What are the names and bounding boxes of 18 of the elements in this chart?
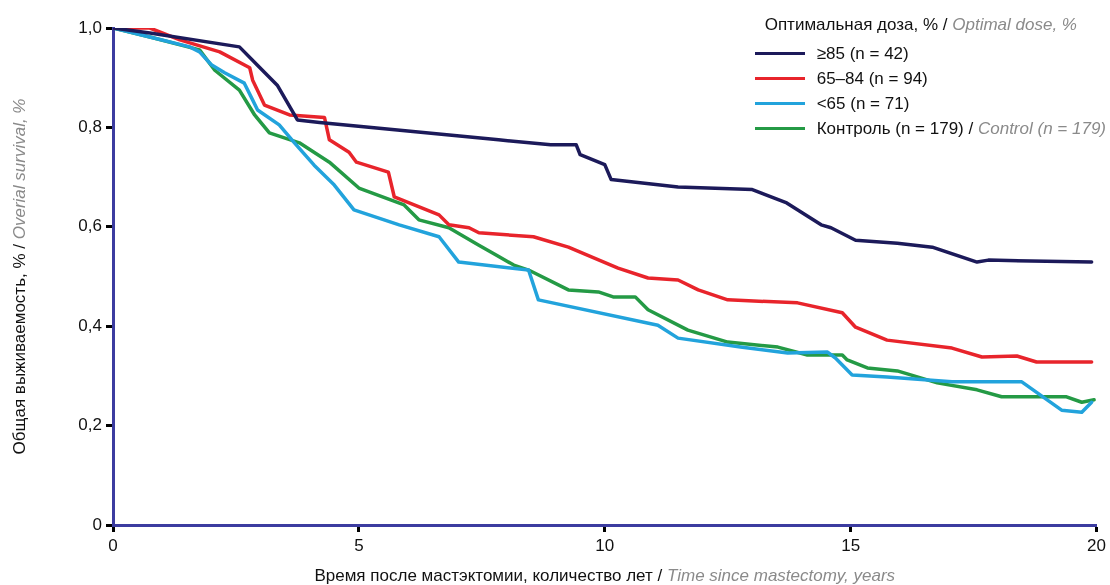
x-tick-label: 20 — [1087, 535, 1107, 555]
y-tick-label: 0,8 — [78, 117, 102, 137]
x-tick-label: 5 — [354, 535, 364, 555]
y-tick-label: 0,4 — [78, 315, 102, 335]
x-axis-title: Время после мастэктомии, количество лет / Time since mastectomy, years — [314, 565, 896, 585]
y-tick-label: 0,6 — [78, 216, 102, 236]
y-axis-title: Общая выживаемость, % / Overial survival, % — [9, 98, 29, 455]
y-tick-label: 1,0 — [78, 17, 102, 37]
y-tick-label: 0 — [92, 514, 102, 534]
legend-label: <65 (n = 71) — [816, 94, 910, 113]
x-tick-label: 0 — [108, 535, 118, 555]
y-tick-label: 0,2 — [78, 415, 102, 435]
legend-label: 65–84 (n = 94) — [816, 69, 928, 88]
legend-label: Контроль (n = 179) / Control (n = 179) — [816, 119, 1106, 138]
legend-label: ≥85 (n = 42) — [816, 44, 909, 63]
x-tick-label: 15 — [841, 535, 861, 555]
x-tick-label: 10 — [595, 535, 615, 555]
legend-title: Оптимальная доза, % / Optimal dose, % — [764, 15, 1077, 34]
